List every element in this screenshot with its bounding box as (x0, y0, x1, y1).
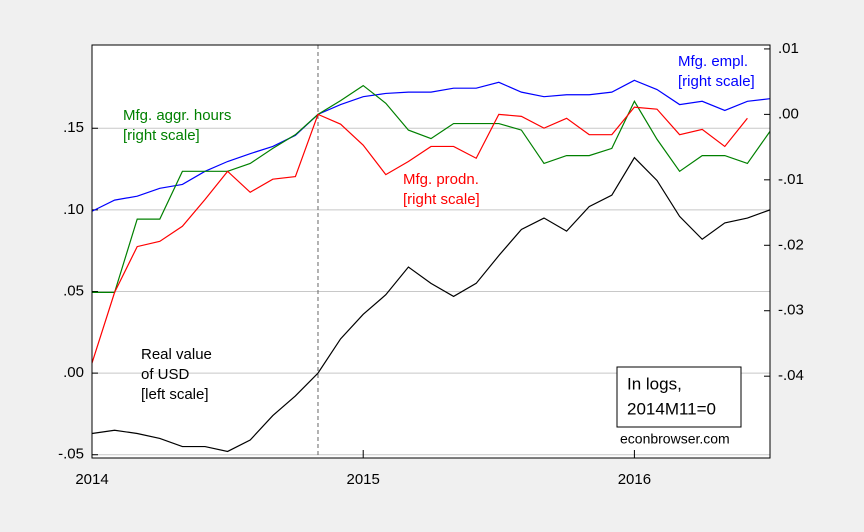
annotation: [right scale] (123, 127, 200, 144)
y-tick-label: .05 (63, 282, 84, 299)
source: econbrowser.com (620, 431, 730, 447)
y2-tick-label: -.04 (778, 367, 804, 384)
series-line (91, 156, 771, 453)
series-line (91, 106, 748, 364)
note: 2014M11=0 (627, 399, 716, 418)
y-tick-label: .00 (63, 364, 84, 381)
note-box (616, 366, 742, 428)
y2-tick-label: .01 (778, 40, 799, 57)
y2-tick-label: .00 (778, 105, 799, 122)
annotation: Mfg. empl. (678, 53, 748, 70)
note: In logs, (627, 374, 682, 393)
y-tick-label: .15 (63, 119, 84, 136)
annotation: Real value (141, 346, 212, 363)
y-tick-label: -.05 (58, 446, 84, 463)
annotation: of USD (141, 366, 190, 383)
series-line (92, 84, 771, 294)
annotation: [left scale] (141, 386, 209, 403)
plot-border (91, 44, 771, 459)
x-tick-label: 2016 (618, 471, 651, 488)
y2-tick-label: -.01 (778, 171, 804, 188)
annotation: [right scale] (403, 191, 480, 208)
x-tick-label: 2015 (347, 471, 380, 488)
y-tick-label: .10 (63, 201, 84, 218)
annotation: [right scale] (678, 73, 755, 90)
annotation: Mfg. aggr. hours (123, 107, 231, 124)
y2-tick-label: -.02 (778, 236, 804, 253)
y2-tick-label: -.03 (778, 302, 804, 319)
x-tick-label: 2014 (75, 471, 108, 488)
annotation: Mfg. prodn. (403, 171, 479, 188)
